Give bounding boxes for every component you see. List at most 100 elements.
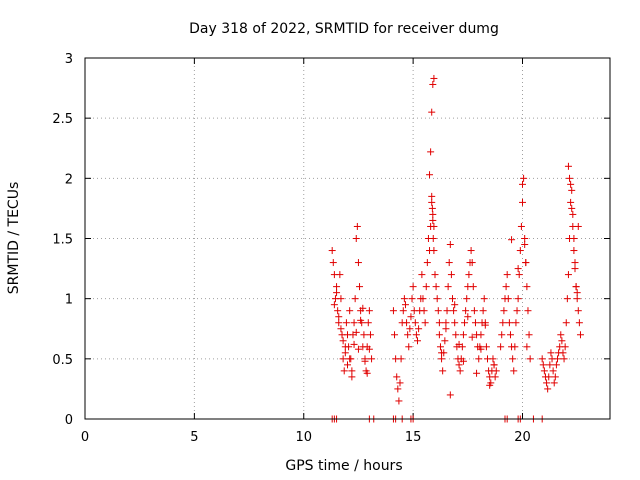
- data-points: [328, 74, 584, 423]
- data-point: [574, 222, 582, 230]
- data-point: [350, 319, 358, 327]
- data-point: [552, 361, 560, 369]
- data-point: [505, 319, 513, 327]
- data-point: [517, 222, 525, 230]
- data-point: [404, 331, 412, 339]
- data-point: [479, 307, 487, 315]
- data-point: [513, 307, 521, 315]
- y-tick-label: 0.5: [52, 353, 73, 368]
- data-point: [431, 271, 439, 279]
- data-point: [539, 361, 547, 369]
- data-point: [423, 259, 431, 267]
- data-point: [405, 343, 413, 351]
- data-point: [429, 235, 437, 242]
- data-point: [558, 337, 566, 345]
- data-point: [570, 235, 578, 242]
- data-point: [490, 361, 498, 369]
- data-point: [356, 283, 364, 291]
- data-point: [430, 247, 438, 255]
- data-point: [560, 355, 568, 363]
- data-point: [363, 369, 371, 377]
- data-point: [477, 345, 485, 353]
- data-point: [430, 222, 438, 230]
- data-point: [430, 74, 438, 82]
- data-point: [482, 343, 490, 351]
- data-point: [418, 271, 426, 279]
- data-point: [459, 357, 467, 365]
- data-point: [339, 355, 347, 363]
- y-tick-label: 1.5: [52, 233, 73, 248]
- data-point: [521, 235, 529, 242]
- data-point: [414, 337, 421, 345]
- x-tick-label: 10: [295, 430, 312, 445]
- data-point: [544, 385, 552, 393]
- data-point: [455, 340, 463, 348]
- data-point: [523, 283, 531, 291]
- data-point: [354, 345, 362, 353]
- data-point: [389, 307, 397, 315]
- data-point: [409, 283, 417, 291]
- data-point: [429, 80, 437, 88]
- data-point: [393, 373, 401, 381]
- data-point: [465, 271, 473, 279]
- data-point: [357, 316, 365, 324]
- data-point: [328, 247, 336, 255]
- data-point: [395, 397, 403, 405]
- data-point: [360, 331, 368, 339]
- data-point: [435, 331, 443, 339]
- data-point: [557, 331, 565, 339]
- data-point: [449, 295, 456, 303]
- data-point: [443, 307, 451, 315]
- data-point: [514, 295, 522, 303]
- data-point: [400, 295, 408, 303]
- data-point: [567, 198, 575, 206]
- data-point: [428, 192, 436, 200]
- data-point: [549, 367, 557, 375]
- data-point: [342, 319, 350, 327]
- data-point: [511, 343, 519, 351]
- data-point: [468, 259, 476, 267]
- data-point: [438, 355, 446, 363]
- data-point: [429, 216, 437, 224]
- data-point: [475, 355, 483, 363]
- data-point: [333, 283, 341, 291]
- data-point: [520, 174, 528, 182]
- data-point: [427, 148, 435, 156]
- data-point: [435, 319, 443, 327]
- data-point: [464, 313, 472, 321]
- x-tick-label: 15: [405, 430, 422, 445]
- data-point: [412, 331, 420, 339]
- data-point: [574, 307, 582, 315]
- data-point: [396, 379, 404, 387]
- data-point: [573, 289, 581, 297]
- data-point: [450, 307, 458, 315]
- data-point: [452, 331, 460, 339]
- data-point: [407, 313, 415, 321]
- data-point: [420, 307, 428, 315]
- data-point: [415, 325, 423, 333]
- data-point: [526, 355, 534, 363]
- data-point: [470, 307, 478, 315]
- data-point: [563, 295, 571, 303]
- data-point: [547, 349, 555, 357]
- chart-title: Day 318 of 2022, SRMTID for receiver dum…: [189, 21, 499, 37]
- data-point: [506, 331, 514, 339]
- data-point: [545, 373, 553, 381]
- x-tick-label: 0: [81, 430, 89, 445]
- data-point: [489, 355, 497, 363]
- data-point: [524, 307, 532, 315]
- data-point: [394, 385, 402, 393]
- data-point: [500, 307, 508, 315]
- x-tick-label: 20: [514, 430, 531, 445]
- data-point: [486, 381, 494, 389]
- data-point: [439, 367, 447, 375]
- data-point: [445, 259, 453, 267]
- data-point: [348, 367, 356, 375]
- data-point: [411, 319, 419, 327]
- data-point: [346, 355, 354, 363]
- y-tick-label: 3: [65, 52, 73, 67]
- data-point: [406, 325, 414, 333]
- data-point: [463, 295, 471, 303]
- data-point: [550, 379, 558, 387]
